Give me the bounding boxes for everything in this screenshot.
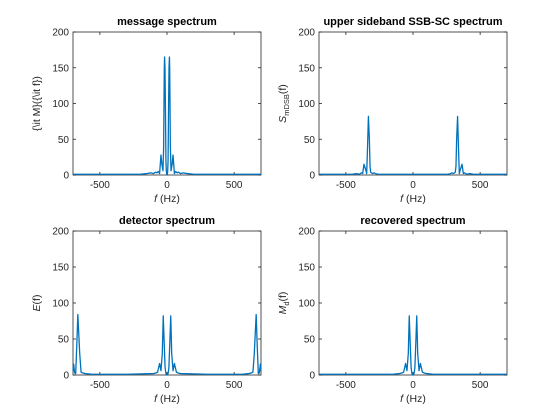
plot-area (318, 31, 508, 176)
x-tick-label: -500 (90, 180, 110, 191)
subplot-4: recovered spectrum 0 50 100 150 200 -500 0 500 f … (277, 215, 508, 405)
x-tick-label: 500 (226, 180, 243, 191)
y-tick-label: 50 (58, 335, 70, 346)
y-tick-label: 0 (63, 371, 69, 382)
y-tick-label: 0 (309, 171, 315, 182)
y-axis-subscript: mDSB (282, 94, 291, 116)
y-axis-symbol: M (277, 305, 289, 314)
x-axis-unit: (Hz) (160, 193, 180, 205)
y-axis-symbol: E (31, 303, 43, 311)
subplot-1: message spectrum 0 50 100 150 200 -500 0 500 f (H… (31, 16, 262, 205)
y-tick-label: 150 (52, 263, 69, 274)
y-tick-label: 0 (63, 171, 69, 182)
chart-title: recovered spectrum (360, 215, 465, 227)
y-tick-label: 100 (298, 99, 315, 110)
x-axis-label: f (Hz) (154, 393, 180, 405)
y-tick-label: 50 (304, 335, 316, 346)
chart-title: message spectrum (117, 16, 217, 28)
subplot-2: upper sideband SSB-SC spectrum 0 50 100 150 2… (277, 16, 508, 205)
plot-area (72, 230, 262, 376)
y-axis-label: SmDSB(f) (277, 84, 291, 123)
x-axis-label: f (Hz) (400, 193, 426, 205)
x-axis-variable: f (154, 193, 158, 205)
y-tick-label: 200 (52, 28, 69, 39)
x-axis-label: f (Hz) (154, 193, 180, 205)
series-line (72, 313, 262, 376)
x-tick-label: -500 (90, 380, 110, 391)
y-tick-label: 50 (58, 135, 70, 146)
y-tick-label: 100 (298, 299, 315, 310)
series-line (319, 315, 507, 376)
x-tick-label: 0 (164, 380, 170, 391)
y-axis-label: Md(f) (277, 292, 291, 315)
y-tick-label: 150 (298, 263, 315, 274)
y-tick-label: 0 (309, 371, 315, 382)
series-line (319, 115, 507, 175)
x-tick-label: 0 (164, 180, 170, 191)
y-tick-label: 200 (298, 28, 315, 39)
x-tick-label: -500 (336, 180, 356, 191)
plot-area (72, 31, 262, 176)
y-axis-argument: (f) (277, 84, 289, 94)
y-tick-label: 150 (52, 63, 69, 74)
x-tick-label: -500 (336, 380, 356, 391)
y-axis-label: {\it M}({\it f}) (31, 76, 43, 131)
x-axis-unit: (Hz) (160, 393, 180, 405)
y-axis-subscript: d (282, 302, 291, 306)
x-tick-label: 500 (472, 180, 489, 191)
x-tick-label: 0 (410, 180, 416, 191)
x-tick-label: 500 (226, 380, 243, 391)
x-axis-variable: f (154, 393, 158, 405)
y-axis-label: E(f) (31, 295, 43, 312)
x-tick-label: 500 (472, 380, 489, 391)
x-tick-label: 0 (410, 380, 416, 391)
y-tick-label: 50 (304, 135, 316, 146)
subplot-3: detector spectrum 0 50 100 150 200 -500 0 500 f (… (31, 215, 262, 405)
y-tick-label: 150 (298, 63, 315, 74)
chart-title: detector spectrum (119, 215, 215, 227)
y-axis-argument: (f) (31, 295, 43, 305)
series-line (73, 56, 261, 176)
x-axis-variable: f (400, 393, 404, 405)
y-tick-label: 100 (52, 299, 69, 310)
y-axis-symbol: S (277, 116, 289, 123)
x-axis-unit: (Hz) (406, 393, 426, 405)
x-axis-label: f (Hz) (400, 393, 426, 405)
y-tick-label: 200 (298, 227, 315, 238)
plot-area (318, 230, 508, 376)
y-tick-label: 100 (52, 99, 69, 110)
y-tick-label: 200 (52, 227, 69, 238)
x-axis-variable: f (400, 193, 404, 205)
x-axis-unit: (Hz) (406, 193, 426, 205)
chart-title: upper sideband SSB-SC spectrum (323, 16, 502, 28)
y-axis-argument: (f) (277, 292, 289, 302)
